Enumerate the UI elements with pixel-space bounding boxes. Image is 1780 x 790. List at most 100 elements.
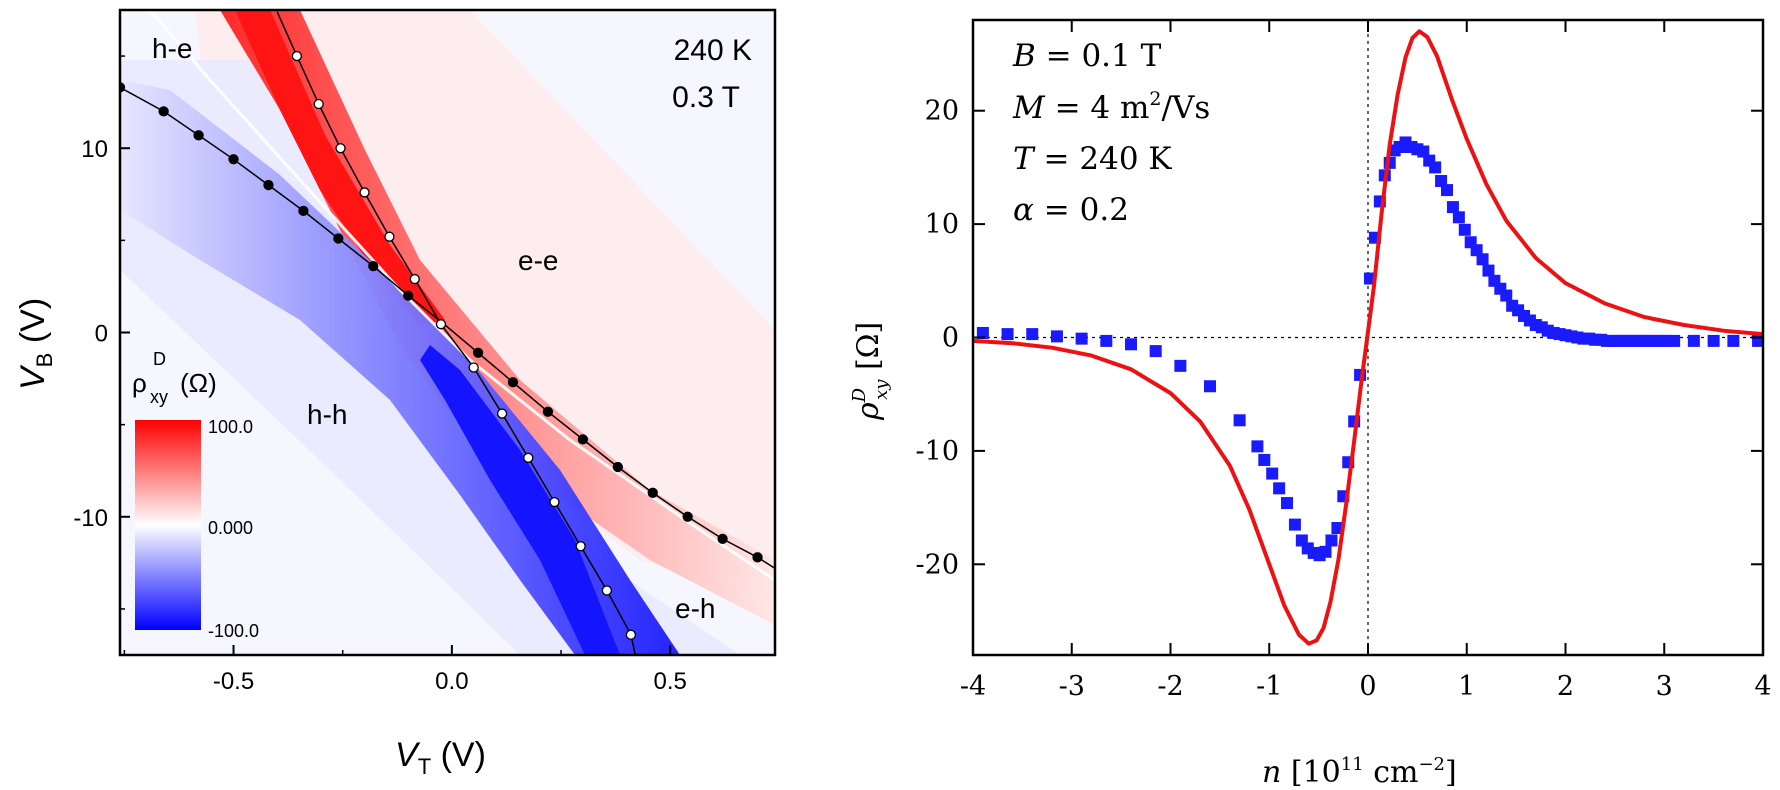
- line_filled-marker: [647, 487, 658, 498]
- colorbar-title-sub: xy: [150, 387, 168, 407]
- data-square-point: [1441, 184, 1453, 197]
- colorbar-title-unit: (Ω): [180, 368, 217, 398]
- line_open-marker: [291, 50, 303, 62]
- heatmap-area: [120, 10, 775, 655]
- right-y-tick-label: -10: [916, 436, 959, 467]
- left-x-tick-label: 0.0: [435, 668, 468, 695]
- annotation-t: T = 240 K: [1013, 141, 1172, 177]
- left-panel: ρ D xy (Ω) 100.0 0.000 -100.0 240 K 0.3 …: [14, 8, 777, 779]
- data-square-point: [1273, 482, 1286, 495]
- right-x-tick-label: -3: [1059, 671, 1085, 702]
- data-square-point: [1100, 334, 1113, 347]
- right-x-axis-label: n [1011 cm−2]: [1262, 754, 1457, 790]
- region-label-hh: h-h: [307, 399, 347, 430]
- colorbar-min-label: -100.0: [208, 621, 259, 641]
- data-square-point: [1727, 334, 1740, 347]
- data-square-point: [1500, 289, 1513, 302]
- data-square-point: [1050, 330, 1063, 343]
- data-square-point: [1026, 328, 1039, 341]
- line_filled-marker: [228, 154, 239, 165]
- data-square-point: [1687, 334, 1700, 347]
- right-y-tick-label: 0: [942, 323, 959, 354]
- line_open-marker: [575, 541, 586, 552]
- data-square-point: [1458, 223, 1471, 236]
- line_filled-marker: [158, 106, 169, 117]
- left-y-tick-label: 0: [95, 321, 108, 348]
- data-square-point: [1075, 332, 1088, 345]
- data-square-point: [1435, 175, 1448, 188]
- data-square-point: [1331, 522, 1344, 534]
- data-square-point: [1251, 440, 1264, 453]
- line_filled-marker: [752, 552, 763, 563]
- data-square-point: [1470, 244, 1483, 257]
- data-square-point: [1125, 338, 1137, 351]
- line_open-marker: [496, 408, 508, 419]
- line_filled-marker: [298, 205, 309, 217]
- right-plot-content: [973, 20, 1763, 655]
- line_open-marker: [468, 362, 479, 373]
- colorbar-title-rho: ρ: [132, 368, 147, 398]
- line_filled-curve: [120, 86, 775, 570]
- data-square-point: [1429, 161, 1442, 174]
- line_open-marker: [435, 319, 447, 330]
- line_filled-marker: [368, 261, 379, 272]
- model-curve: [973, 29, 1763, 646]
- data-square-point: [1452, 211, 1465, 224]
- right-x-tick-label: -4: [960, 671, 986, 702]
- right-x-tick-label: 3: [1656, 671, 1673, 702]
- line_filled-marker: [682, 511, 693, 522]
- line_filled-marker: [403, 290, 414, 301]
- line_open-marker: [313, 98, 324, 110]
- line_open-marker: [549, 496, 560, 508]
- region-label-eh: e-h: [675, 593, 715, 624]
- annotation-b: B = 0.1 T: [1012, 38, 1162, 74]
- right-x-tick-label: 2: [1557, 671, 1574, 702]
- annotation-m: M = 4 m2/Vs: [1012, 88, 1210, 126]
- data-square-point: [1476, 253, 1489, 266]
- colorbar-max-label: 100.0: [208, 417, 253, 437]
- right-y-axis-label: ρDxy [Ω]: [849, 322, 892, 421]
- line_open-marker: [335, 143, 346, 154]
- data-square-point: [1258, 453, 1271, 466]
- line_filled-marker: [263, 179, 274, 191]
- line_filled-marker: [612, 461, 623, 473]
- line_open-marker: [409, 273, 420, 285]
- red-core: [235, 10, 445, 325]
- region-label-he: h-e: [152, 33, 192, 64]
- data-square-point: [1325, 534, 1338, 547]
- annotation-field: 0.3 T: [672, 81, 740, 114]
- line_open-marker: [384, 231, 395, 242]
- annotation-temperature: 240 K: [674, 34, 752, 67]
- colorbar-mid-label: 0.000: [208, 518, 253, 538]
- left-lines: [120, 11, 775, 655]
- data-square-point: [1204, 380, 1216, 393]
- data-square-point: [1668, 334, 1681, 347]
- colorbar-title-sup: D: [153, 349, 166, 369]
- data-square-point: [1266, 467, 1279, 480]
- line_filled-marker: [717, 533, 728, 545]
- line_filled-marker: [333, 233, 344, 244]
- right-x-tick-label: 1: [1458, 671, 1475, 702]
- right-x-tick-label: 4: [1754, 671, 1771, 702]
- line_filled-marker: [193, 130, 204, 141]
- data-square-point: [1174, 359, 1187, 372]
- data-square-point: [1001, 328, 1014, 341]
- right-y-tick-label: 10: [925, 209, 959, 240]
- blue-core: [420, 345, 620, 655]
- line_filled-marker: [577, 434, 589, 445]
- zero-contour: [148, 10, 775, 582]
- annotation-alpha: α = 0.2: [1013, 192, 1129, 228]
- right-y-tick-label: -20: [916, 549, 959, 580]
- line_filled-marker: [472, 347, 484, 358]
- right-x-tick-label: -2: [1157, 671, 1183, 702]
- data-square-point: [1233, 414, 1246, 427]
- line_filled-marker: [507, 377, 519, 388]
- data-square-point: [1752, 334, 1763, 347]
- data-square-point: [1281, 497, 1294, 510]
- left-y-tick-label: -10: [73, 505, 108, 532]
- left-x-axis-label: VT (V): [395, 736, 486, 779]
- data-square-point: [1707, 334, 1720, 347]
